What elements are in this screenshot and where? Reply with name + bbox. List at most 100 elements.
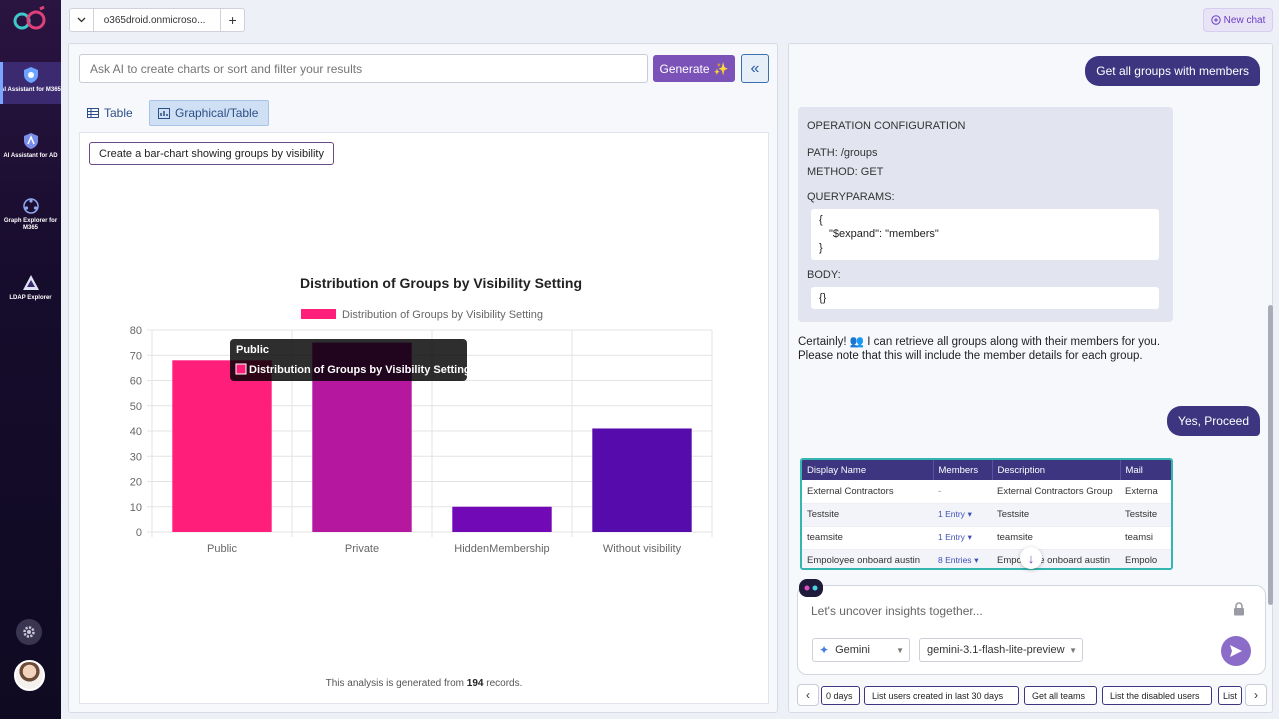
tooltip-swatch (235, 363, 247, 375)
rail-item-label: AI Assistant for AD (3, 153, 58, 159)
chart-table-icon (158, 107, 170, 119)
collapse-panel-button[interactable]: « (741, 54, 769, 83)
y-tick-label: 0 (136, 527, 142, 539)
cell: teamsi (1120, 526, 1171, 550)
shield-ai-icon (23, 67, 38, 83)
cell: teamsite (992, 526, 1120, 550)
col-header[interactable]: Members (933, 460, 993, 480)
op-method: METHOD: GET (807, 166, 884, 178)
model-value: gemini-3.1-flash-lite-preview (927, 644, 1065, 656)
tab-graphical-table[interactable]: Graphical/Table (149, 100, 269, 126)
suggestion-chip[interactable]: List the disabled users (1102, 686, 1212, 705)
app-logo-icon[interactable] (13, 6, 47, 32)
chat-composer: Let's uncover insights together... ✦ Gem… (797, 585, 1266, 675)
caret-down-icon: ▾ (967, 509, 972, 519)
send-button[interactable] (1221, 636, 1251, 666)
ldap-pyramid-icon (22, 275, 39, 290)
legend-label: Distribution of Groups by Visibility Set… (342, 309, 543, 321)
suggestion-chip[interactable]: 0 days (821, 686, 860, 705)
scroll-down-button[interactable]: ↓ (1020, 547, 1042, 569)
gemini-star-icon: ✦ (819, 643, 830, 657)
cell: External Contractors (802, 480, 933, 504)
analysis-panel: Generate ✨ « Table Graphical/Table Creat… (68, 43, 778, 713)
chevron-right-icon: › (1254, 688, 1258, 702)
table-icon (87, 108, 99, 118)
table-row: External Contractors - External Contract… (802, 480, 1171, 504)
query-chip[interactable]: Create a bar-chart showing groups by vis… (89, 142, 334, 165)
x-tick-label: HiddenMembership (454, 543, 549, 555)
double-chevron-left-icon: « (750, 59, 760, 77)
code-line: "$expand": "members" (829, 228, 939, 240)
rail-item-ldap-explorer[interactable]: LDAP Explorer (0, 274, 61, 302)
col-header[interactable]: Display Name (802, 460, 934, 480)
rail-item-label: AI Assistant for M365 (0, 87, 61, 93)
rail-item-graph-explorer[interactable]: Graph Explorer for M365 (0, 197, 61, 232)
suggestion-chip[interactable]: List (1218, 686, 1242, 705)
tooltip-title: Public (236, 344, 269, 356)
cell: External Contractors Group (992, 480, 1120, 504)
user-message: Yes, Proceed (1167, 406, 1260, 436)
chat-panel: Get all groups with members OPERATION CO… (788, 43, 1273, 713)
suggestion-chip[interactable]: Get all teams (1024, 686, 1097, 705)
chat-plus-icon (1210, 15, 1221, 25)
tab-label: Table (104, 106, 133, 120)
bot-avatar-icon (799, 579, 823, 597)
members-dropdown[interactable]: 1 Entry ▾ (933, 526, 992, 550)
new-chat-button[interactable]: New chat (1203, 8, 1273, 32)
suggestions-prev-button[interactable]: ‹ (797, 684, 819, 706)
y-tick-label: 60 (130, 376, 142, 388)
y-tick-label: 30 (130, 451, 142, 463)
tab-table[interactable]: Table (79, 100, 141, 126)
caret-down-icon: ▾ (967, 532, 972, 542)
x-tick-label: Private (345, 543, 379, 555)
entry-count: 1 Entry (938, 509, 965, 519)
caret-down-icon: ▼ (896, 645, 904, 655)
cell: Empoloyee onboard austin (992, 549, 1120, 568)
user-avatar[interactable] (14, 660, 45, 691)
y-tick-label: 50 (130, 401, 142, 413)
sparkle-icon: ✨ (713, 61, 729, 76)
lock-icon[interactable] (1233, 602, 1245, 616)
cell: Testsite (1120, 503, 1171, 527)
chart-title: Distribution of Groups by Visibility Set… (300, 275, 582, 291)
op-queryparams-label: QUERYPARAMS: (807, 191, 895, 203)
ask-ai-input[interactable] (79, 54, 648, 83)
gear-icon (23, 626, 35, 638)
table-row: Empoloyee onboard austin 8 Entries ▾ Emp… (802, 549, 1171, 568)
suggestion-chip[interactable]: List users created in last 30 days (864, 686, 1019, 705)
y-tick-label: 20 (130, 477, 142, 489)
members-dropdown[interactable]: 1 Entry ▾ (933, 503, 992, 527)
bar (452, 506, 552, 532)
model-select[interactable]: gemini-3.1-flash-lite-preview ▼ (919, 638, 1083, 662)
rail-item-label: Graph Explorer for M365 (3, 218, 58, 231)
col-header[interactable]: Mail (1120, 460, 1171, 480)
left-rail: AI Assistant for M365 AI Assistant for A… (0, 0, 61, 719)
new-chat-label: New chat (1223, 14, 1266, 26)
chevron-down-icon[interactable] (70, 9, 94, 31)
y-tick-label: 80 (130, 325, 142, 337)
page-scrollbar[interactable] (1268, 305, 1273, 605)
add-tenant-button[interactable]: + (220, 9, 244, 31)
composer-input[interactable]: Let's uncover insights together... (811, 604, 983, 618)
provider-select[interactable]: ✦ Gemini ▼ (812, 638, 910, 662)
cell: Empolo (1120, 549, 1171, 568)
bar (172, 360, 272, 532)
settings-button[interactable] (16, 619, 42, 645)
op-path: PATH: /groups (807, 147, 878, 159)
tooltip-box (230, 339, 467, 381)
generate-button[interactable]: Generate ✨ (653, 55, 735, 82)
col-header[interactable]: Description (992, 460, 1121, 480)
table-row: teamsite 1 Entry ▾ teamsite teamsi (802, 526, 1171, 550)
rail-item-ai-assistant-ad[interactable]: AI Assistant for AD (0, 132, 61, 160)
suggestions-row: ‹ 0 days List users created in last 30 d… (797, 684, 1267, 706)
rail-item-ai-assistant-m365[interactable]: AI Assistant for M365 (0, 62, 61, 104)
body-code: {} (811, 287, 1159, 309)
suggestions-next-button[interactable]: › (1245, 684, 1267, 706)
records-note: This analysis is generated from 194 reco… (80, 678, 768, 689)
cell: Testsite (992, 503, 1120, 527)
y-tick-label: 70 (130, 350, 142, 362)
tenant-selector[interactable]: o365droid.onmicroso... + (69, 8, 245, 32)
members-dropdown[interactable]: 8 Entries ▾ (933, 549, 992, 568)
tooltip-text: Distribution of Groups by Visibility Set… (249, 364, 490, 376)
shield-ad-icon (23, 133, 38, 149)
